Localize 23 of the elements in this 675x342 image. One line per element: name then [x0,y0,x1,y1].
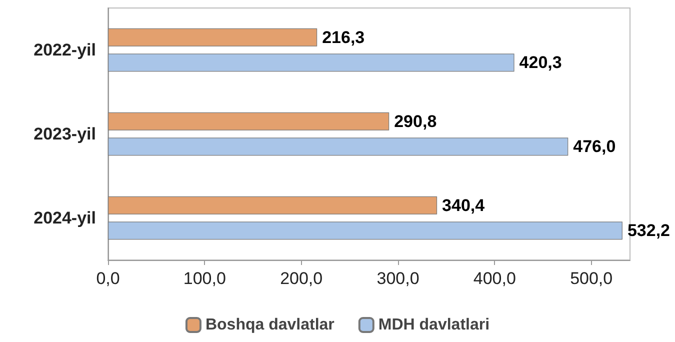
y-tick-label: 2023-yil [34,124,96,144]
legend-label: Boshqa davlatlar [205,316,334,334]
bar [108,196,438,214]
data-label: 290,8 [394,112,437,131]
data-label: 532,2 [627,221,670,240]
x-tick-label: 500,0 [570,269,613,288]
bar [108,54,514,72]
x-tick-label: 400,0 [473,269,516,288]
data-label: 420,3 [519,53,562,72]
data-label: 216,3 [322,28,365,47]
data-label: 476,0 [573,137,616,156]
bar [108,138,568,156]
bar [108,222,622,240]
x-tick-label: 0,0 [96,269,120,288]
bar [108,112,390,130]
bar [108,28,318,46]
x-tick-label: 300,0 [376,269,420,288]
y-tick-label: 2022-yil [34,40,96,60]
x-tick-label: 100,0 [183,269,226,288]
y-tick-label: 2024-yil [34,208,96,228]
legend-label: MDH davlatlari [378,316,490,334]
x-tick-label: 200,0 [280,269,323,288]
data-label: 340,4 [442,196,486,215]
